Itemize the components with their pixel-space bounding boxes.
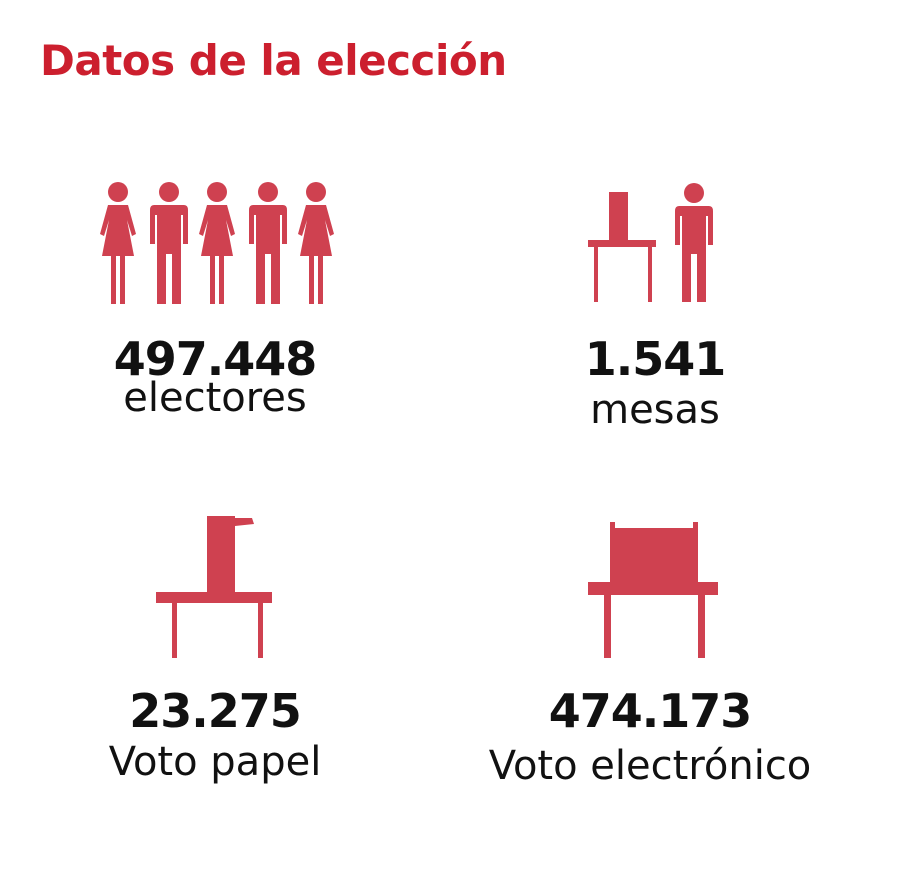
table-chair-person-icon (588, 183, 713, 302)
voto-papel-label: Voto papel (108, 739, 322, 785)
page-title: Datos de la elección (40, 36, 507, 85)
electores-value: 497.448 (113, 332, 318, 386)
electores-label: electores (123, 375, 307, 421)
voto-electronico-label: Voto electrónico (488, 743, 812, 789)
electronic-voting-machine-icon (588, 522, 718, 658)
mesas-value: 1.541 (584, 332, 727, 386)
ballot-box-table-icon (156, 516, 272, 658)
people-group-icon (100, 182, 334, 304)
voto-papel-value: 23.275 (129, 684, 302, 738)
voto-electronico-value: 474.173 (548, 684, 753, 738)
mesas-label: mesas (590, 387, 720, 433)
